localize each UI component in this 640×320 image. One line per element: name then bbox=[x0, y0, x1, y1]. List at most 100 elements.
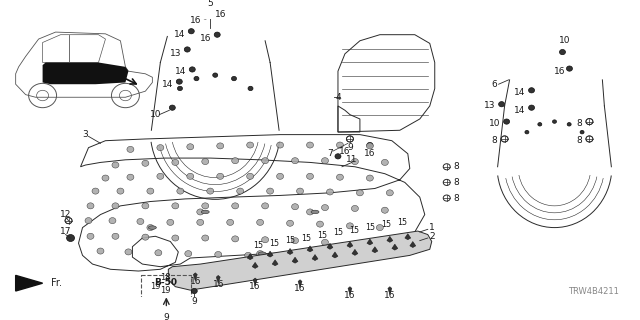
Circle shape bbox=[246, 173, 253, 180]
Polygon shape bbox=[272, 260, 278, 266]
Circle shape bbox=[189, 67, 195, 72]
Text: 8: 8 bbox=[454, 162, 460, 171]
Circle shape bbox=[296, 188, 303, 194]
Text: 8: 8 bbox=[454, 178, 460, 187]
Ellipse shape bbox=[148, 226, 156, 229]
Polygon shape bbox=[267, 251, 273, 257]
Text: 14: 14 bbox=[175, 67, 186, 76]
Circle shape bbox=[366, 143, 373, 149]
Text: 11: 11 bbox=[346, 155, 358, 164]
Circle shape bbox=[248, 86, 253, 91]
Circle shape bbox=[157, 173, 164, 180]
Circle shape bbox=[262, 203, 269, 209]
Text: 4: 4 bbox=[335, 93, 340, 102]
Circle shape bbox=[244, 252, 252, 259]
Text: 14: 14 bbox=[173, 30, 185, 39]
Polygon shape bbox=[193, 273, 197, 281]
Text: 15: 15 bbox=[365, 223, 375, 232]
Circle shape bbox=[525, 131, 529, 134]
Circle shape bbox=[202, 203, 209, 209]
Text: 8: 8 bbox=[454, 194, 460, 203]
Circle shape bbox=[337, 142, 344, 148]
Circle shape bbox=[237, 188, 244, 194]
Text: 16: 16 bbox=[339, 148, 351, 156]
Ellipse shape bbox=[311, 210, 319, 214]
Text: 19: 19 bbox=[160, 286, 171, 295]
Circle shape bbox=[346, 223, 353, 229]
Polygon shape bbox=[252, 262, 258, 268]
Text: 9: 9 bbox=[191, 297, 197, 306]
Circle shape bbox=[232, 76, 237, 81]
Circle shape bbox=[275, 253, 282, 259]
Circle shape bbox=[142, 203, 149, 209]
Text: TRW4B4211: TRW4B4211 bbox=[568, 287, 620, 296]
Circle shape bbox=[501, 136, 508, 142]
Polygon shape bbox=[168, 231, 432, 290]
Circle shape bbox=[351, 205, 358, 212]
Circle shape bbox=[172, 159, 179, 165]
Circle shape bbox=[167, 219, 174, 225]
Circle shape bbox=[376, 225, 383, 231]
Text: 19: 19 bbox=[150, 282, 161, 291]
Circle shape bbox=[157, 145, 164, 151]
Circle shape bbox=[366, 175, 373, 181]
Text: 9: 9 bbox=[163, 313, 169, 320]
Text: 3: 3 bbox=[83, 130, 88, 139]
Circle shape bbox=[187, 173, 194, 180]
Text: 10: 10 bbox=[559, 36, 570, 45]
Circle shape bbox=[117, 188, 124, 194]
Circle shape bbox=[529, 88, 534, 93]
Circle shape bbox=[337, 174, 344, 180]
Circle shape bbox=[232, 236, 239, 242]
Circle shape bbox=[194, 76, 199, 81]
Polygon shape bbox=[298, 280, 302, 288]
Circle shape bbox=[499, 101, 504, 107]
Circle shape bbox=[262, 158, 269, 164]
Text: 15: 15 bbox=[253, 241, 263, 250]
Circle shape bbox=[87, 233, 94, 239]
Circle shape bbox=[504, 119, 509, 124]
Ellipse shape bbox=[201, 210, 209, 214]
Circle shape bbox=[184, 47, 190, 52]
Text: 15: 15 bbox=[317, 231, 327, 240]
Circle shape bbox=[305, 254, 312, 260]
Text: 14: 14 bbox=[514, 88, 525, 97]
Circle shape bbox=[177, 188, 184, 194]
Circle shape bbox=[232, 158, 239, 164]
Circle shape bbox=[307, 209, 314, 215]
Circle shape bbox=[127, 174, 134, 180]
Polygon shape bbox=[332, 252, 338, 258]
Circle shape bbox=[112, 162, 119, 168]
Text: 13: 13 bbox=[484, 101, 495, 110]
Text: 15: 15 bbox=[397, 218, 407, 227]
Circle shape bbox=[92, 188, 99, 194]
Circle shape bbox=[142, 160, 149, 166]
Circle shape bbox=[227, 10, 233, 15]
Circle shape bbox=[65, 218, 72, 224]
Text: 14: 14 bbox=[162, 80, 173, 89]
Text: 17: 17 bbox=[60, 228, 71, 236]
Polygon shape bbox=[43, 62, 129, 84]
Text: 13: 13 bbox=[170, 49, 181, 58]
Circle shape bbox=[566, 66, 572, 71]
Circle shape bbox=[317, 221, 323, 227]
Circle shape bbox=[567, 123, 571, 126]
Polygon shape bbox=[348, 287, 352, 294]
Circle shape bbox=[559, 50, 566, 55]
Circle shape bbox=[137, 219, 144, 225]
Text: 15: 15 bbox=[301, 234, 311, 243]
Circle shape bbox=[292, 237, 298, 244]
Circle shape bbox=[112, 203, 119, 209]
Text: 14: 14 bbox=[514, 106, 525, 115]
Text: 16: 16 bbox=[189, 277, 201, 286]
Circle shape bbox=[227, 219, 234, 225]
Circle shape bbox=[185, 251, 192, 257]
Circle shape bbox=[155, 250, 162, 256]
Circle shape bbox=[307, 142, 314, 148]
Polygon shape bbox=[327, 243, 333, 249]
Circle shape bbox=[381, 159, 388, 165]
Circle shape bbox=[102, 175, 109, 181]
Polygon shape bbox=[410, 242, 416, 248]
Circle shape bbox=[292, 158, 298, 164]
Text: 16: 16 bbox=[214, 10, 226, 19]
